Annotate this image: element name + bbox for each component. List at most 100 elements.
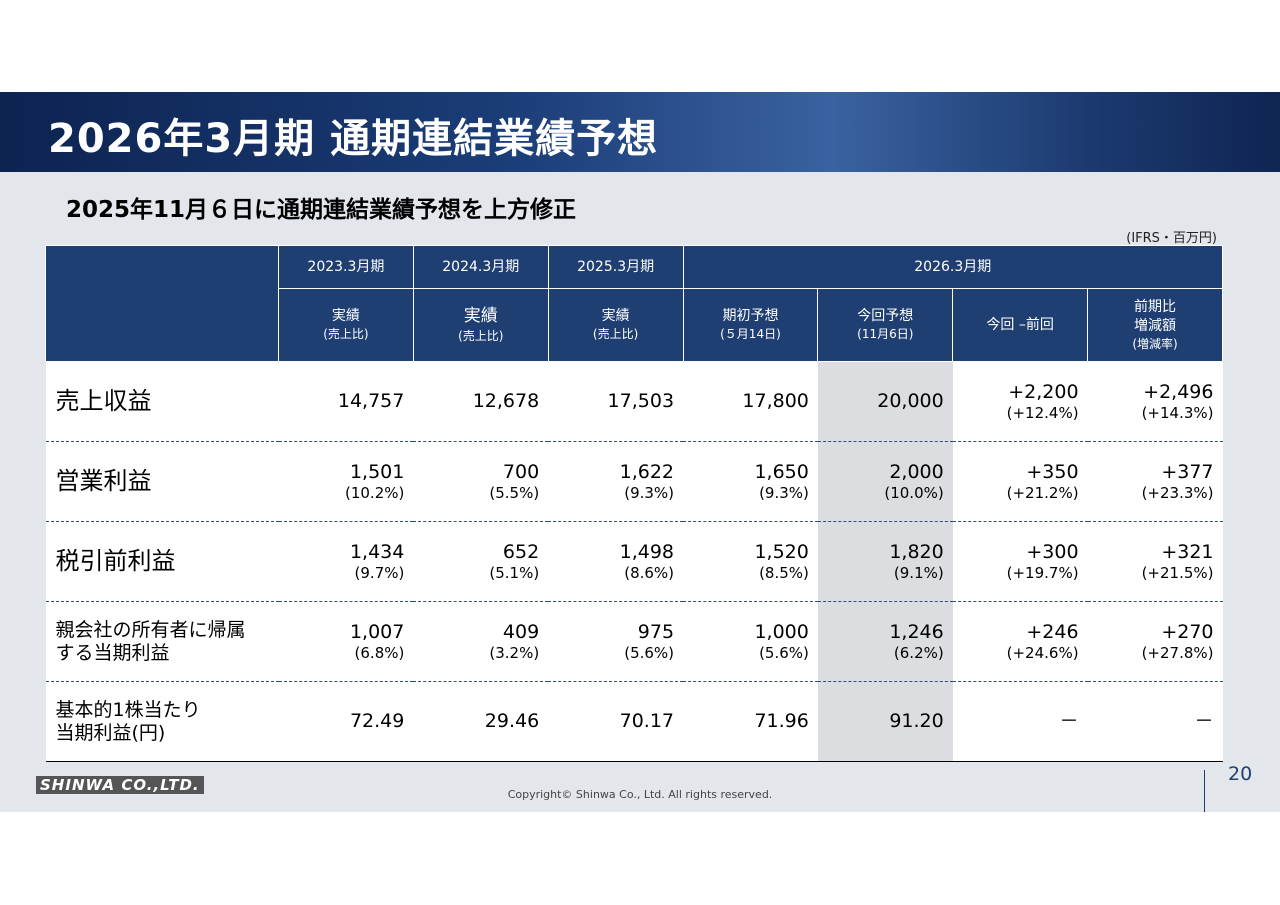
cell-value: 1,650 [754,461,809,484]
cell-sub: (3.2%) [489,643,540,662]
cell-value: － [1059,710,1079,733]
cell-value: 700 [502,461,540,484]
cell-value: 72.49 [349,710,405,733]
cell: 2,000 (10.0%) [817,441,953,522]
cell: 652 (5.1%) [413,521,549,602]
table-row: 営業利益 1,501 (10.2%) 700 (5.5%) 1,622 (9.3%) 1,65… [45,441,1223,522]
cell-sub: (+12.4%) [1006,403,1079,422]
cell: － [952,681,1088,762]
row-label: 基本的1株当たり 当期利益(円) [45,681,279,762]
cell-sub: (8.5%) [759,563,809,582]
content: 2025年11月６日に通期連結業績予想を上方修正 (IFRS・百万円) 2023… [0,172,1280,812]
cell: 91.20 [817,681,953,762]
label-text: 親会社の所有者に帰属 [55,618,246,641]
header-text: 今回予想 [857,308,914,325]
header-cell: 2023.3月期 [278,245,414,289]
cell-value: +300 [1026,541,1079,564]
cell: +2,200 (+12.4%) [952,361,1088,442]
header-text: 増減額 [1134,317,1177,334]
header-text: (売上比) [323,327,369,342]
cell: 1,622 (9.3%) [548,441,684,522]
cell-value: 29.46 [484,710,540,733]
cell: 409 (3.2%) [413,601,549,682]
header-row: 実績 (売上比) 実績 (売上比) 実績 (売上比) 期初予想 (５月14日) 今回予想 (11月… [46,288,1223,362]
cell: 1,434 (9.7%) [278,521,414,602]
page-number: 20 [1228,763,1253,785]
label-text: 売上収益 [55,387,152,416]
cell-value: 1,007 [349,621,405,644]
subtitle: 2025年11月６日に通期連結業績予想を上方修正 [66,197,577,223]
cell-sub: (5.5%) [489,483,540,502]
header-cell: 2026.3月期 [682,245,1224,289]
header-text: (売上比) [458,329,504,344]
cell-value: 1,246 [889,621,944,644]
table-row: 親会社の所有者に帰属 する当期利益 1,007 (6.8%) 409 (3.2%) 975(… [45,601,1223,682]
header-text: (11月6日) [857,327,914,342]
cell: +270 (+27.8%) [1087,601,1223,682]
cell-sub: (+19.7%) [1006,563,1079,582]
cell-value: 91.20 [889,710,944,733]
cell-value: +2,496 [1143,381,1214,404]
cell: +321 (+21.5%) [1087,521,1223,602]
cell-value: 652 [502,541,540,564]
row-label: 売上収益 [45,361,279,442]
cell: 71.96 [683,681,818,762]
label-text: 税引前利益 [55,547,176,576]
divider [1204,770,1205,812]
cell: 1,007 (6.8%) [278,601,414,682]
cell-sub: (9.7%) [354,563,405,582]
cell: 70.17 [548,681,684,762]
cell-value: 20,000 [877,390,944,413]
cell: 1,501 (10.2%) [278,441,414,522]
cell-sub: (6.2%) [893,643,944,662]
cell-value: 17,503 [607,390,675,413]
cell-sub: (8.6%) [624,563,675,582]
cell-sub: (+21.5%) [1141,563,1214,582]
cell-value: +2,200 [1008,381,1079,404]
cell: +2,496 (+14.3%) [1087,361,1223,442]
cell-sub: (10.2%) [344,483,405,502]
header-cell: 実績 (売上比) [547,288,684,362]
cell-sub: (5.6%) [759,643,809,662]
cell-value: 1,820 [889,541,944,564]
header-cell: 実績 (売上比) [278,288,414,362]
cell-value: 1,501 [349,461,405,484]
cell-value: － [1194,710,1214,733]
table: 2023.3月期 2024.3月期 2025.3月期 2026.3月期 実績 (売上比) 実… [45,245,1224,762]
cell: +350 (+21.2%) [952,441,1088,522]
cell-value: +350 [1026,461,1079,484]
label-text: 当期利益(円) [55,721,166,744]
cell-value: 975 [637,621,675,644]
cell: 1,000 (5.6%) [683,601,818,682]
cell: 20,000 [817,361,953,442]
cell: 12,678 [413,361,549,442]
cell-sub: (5.1%) [489,563,540,582]
banner: 2026年3月期 通期連結業績予想 [0,92,1280,172]
row-label: 税引前利益 [45,521,279,602]
header-cell: 今回予想 (11月6日) [817,288,954,362]
cell-value: +377 [1161,461,1214,484]
label-text: 基本的1株当たり [55,698,201,721]
header-cell: 期初予想 (５月14日) [682,288,819,362]
header-cell [45,245,279,362]
header-text: 実績 [463,306,498,327]
header-cell: 2024.3月期 [412,245,549,289]
cell: 1,498 (8.6%) [548,521,684,602]
header-text: 実績 [601,308,630,325]
cell-sub: (9.1%) [893,563,944,582]
cell-sub: (+21.2%) [1006,483,1079,502]
cell-sub: (5.6%) [624,643,675,662]
cell: 1,820 (9.1%) [817,521,953,602]
logo: SHINWA CO.,LTD. [36,776,204,794]
cell: 29.46 [413,681,549,762]
table-row: 売上収益 14,757 12,678 17,503 17,800 20,000 +2,200… [45,361,1223,442]
header-text: 期初予想 [722,308,779,325]
cell: － [1087,681,1223,762]
header-text: 2026.3月期 [914,258,992,275]
cell-value: 1,622 [619,461,675,484]
cell: 975 (5.6%) [548,601,684,682]
cell-value: 2,000 [889,461,944,484]
cell-value: 409 [502,621,540,644]
cell: 700 (5.5%) [413,441,549,522]
